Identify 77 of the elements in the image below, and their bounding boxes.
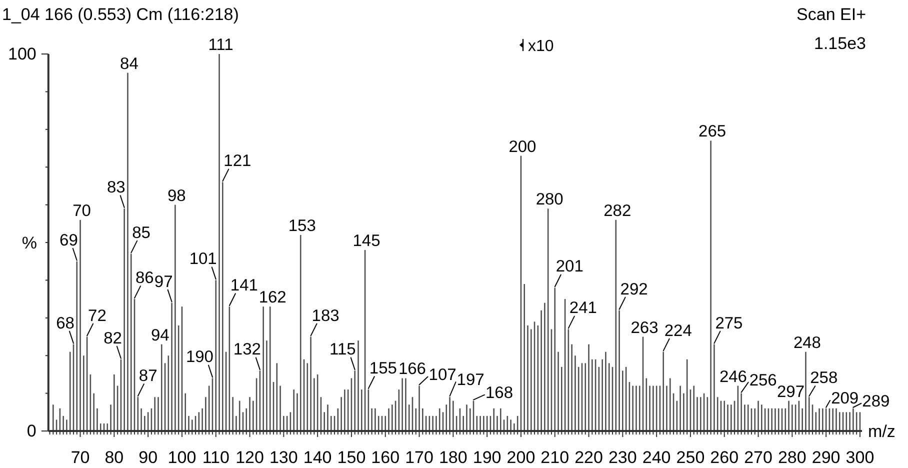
annotation: 200 (508, 138, 536, 156)
annotation: 190 (186, 348, 214, 366)
x-tick-label: 140 (303, 448, 332, 468)
annotation: 263 (630, 318, 658, 337)
x-tick-label: 240 (642, 448, 671, 468)
x-tick-label: 70 (70, 448, 90, 468)
annotation: 101 (189, 250, 217, 268)
annotation: 275 (715, 314, 743, 332)
annotation: 69 (60, 231, 78, 250)
annotation: 72 (88, 306, 106, 325)
chart-title: 1_04 166 (0.553) Cm (116:218) (2, 5, 239, 24)
annotation: 153 (288, 216, 316, 235)
x-tick-label: 300 (846, 448, 874, 468)
x-tick-label: 110 (202, 448, 230, 468)
annotation: 289 (862, 392, 890, 410)
x-tick-label: 260 (710, 448, 739, 468)
annotation: 84 (120, 54, 138, 73)
annotation: 121 (224, 152, 252, 170)
x-tick-label: 280 (778, 448, 806, 468)
annotation: 297 (777, 382, 805, 401)
annotation: 87 (138, 367, 158, 386)
x-tick-label: 270 (744, 448, 772, 468)
annotation: 256 (749, 371, 777, 390)
annotation: 68 (56, 314, 74, 332)
x-tick-label: 120 (236, 448, 264, 468)
x-axis-title: m/z (868, 422, 896, 441)
annotation: 246 (719, 368, 747, 386)
text: Scan EI+ (796, 5, 866, 24)
annotation: 82 (104, 329, 122, 348)
text: 1.15e3 (814, 34, 866, 53)
x-tick-label: 130 (269, 448, 298, 468)
annotation: 162 (258, 288, 286, 307)
annotation: 248 (793, 334, 821, 352)
x-tick-label: 80 (104, 448, 124, 468)
x-tick-label: 180 (438, 448, 468, 468)
x-tick-label: 190 (472, 448, 502, 468)
annotation: 166 (398, 360, 426, 378)
x-tick-label: 230 (608, 448, 637, 468)
annotation: 85 (132, 224, 150, 242)
annotation: 201 (556, 258, 584, 276)
annotation: 132 (233, 340, 261, 359)
annotation: 258 (810, 369, 838, 388)
annotation: 94 (150, 326, 170, 344)
annotation: 209 (831, 389, 859, 408)
annotation: 224 (664, 322, 692, 340)
annotation: 97 (154, 272, 173, 291)
x-tick-label: 290 (812, 448, 840, 468)
annotation: 145 (352, 232, 380, 250)
annotation: 70 (72, 202, 91, 220)
annotation: 107 (428, 366, 456, 384)
annotation: 98 (168, 186, 186, 205)
annotation: 280 (536, 190, 564, 209)
annotation: 155 (369, 360, 397, 378)
x-tick-label: 210 (540, 448, 570, 468)
x-tick-label: 250 (676, 448, 705, 468)
annotation: 141 (230, 276, 258, 295)
x-tick-label: 170 (405, 448, 434, 468)
annotation: 83 (106, 178, 126, 197)
annotation: 282 (604, 202, 632, 220)
annotation: 111 (208, 36, 234, 54)
y-tick-label: 0 (26, 421, 36, 440)
x-tick-label: 160 (371, 448, 400, 468)
x-tick-label: 200 (506, 448, 536, 468)
annotation: 86 (136, 269, 154, 288)
annotation: 197 (456, 371, 484, 390)
x-tick-label: 100 (168, 448, 196, 468)
y-axis-title: % (22, 233, 37, 252)
annotation: x10 (528, 38, 554, 55)
x-tick-label: 150 (337, 448, 366, 468)
annotation: 241 (569, 299, 597, 318)
annotation: 292 (620, 280, 648, 298)
x-tick-label: 220 (574, 448, 603, 468)
annotation: 265 (698, 122, 726, 141)
x-tick-label: 90 (138, 448, 158, 468)
annotation: 115 (330, 340, 356, 359)
annotation: 168 (486, 384, 514, 402)
annotation: 183 (312, 306, 340, 325)
